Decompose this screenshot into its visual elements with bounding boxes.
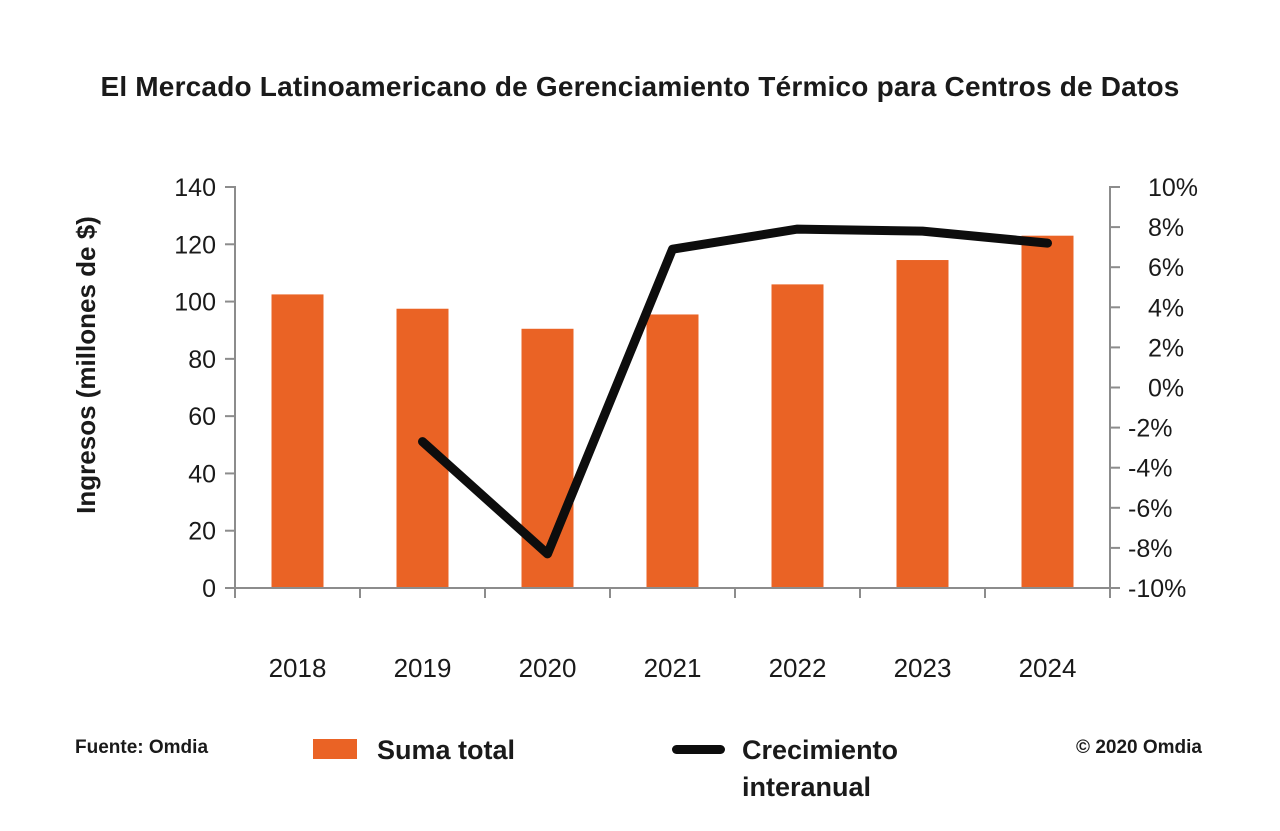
legend-label-suma-total: Suma total <box>377 735 516 765</box>
right-axis-tick-label: 6% <box>1148 254 1184 282</box>
left-axis-tick-label: 120 <box>174 231 216 259</box>
right-axis-tick-label: 0% <box>1148 375 1184 403</box>
x-axis-label-2020: 2020 <box>519 653 577 683</box>
x-axis-label-2019: 2019 <box>394 653 452 683</box>
right-axis-tick-label: -4% <box>1128 455 1172 483</box>
source-note: Fuente: Omdia <box>75 737 209 758</box>
left-axis-tick-label: 80 <box>188 346 216 374</box>
right-axis-tick-label: -6% <box>1128 495 1172 523</box>
x-axis-label-2022: 2022 <box>769 653 827 683</box>
bar-2023 <box>896 260 949 588</box>
left-axis-tick-label: 0 <box>202 575 216 603</box>
right-axis-tick-label: 8% <box>1148 214 1184 242</box>
left-axis-tick-label: 100 <box>174 289 216 317</box>
y-axis-title: Ingresos (millones de $) <box>71 216 101 514</box>
legend-item-crecimiento: Crecimiento interanual <box>672 732 957 806</box>
bar-2021 <box>646 314 699 588</box>
line-legend-swatch <box>672 745 725 754</box>
left-axis-tick-label: 20 <box>188 518 216 546</box>
x-axis-label-2024: 2024 <box>1019 653 1077 683</box>
bar-2022 <box>771 284 824 588</box>
right-axis-tick-label: 4% <box>1148 294 1184 322</box>
bar-legend-swatch <box>313 739 357 759</box>
right-axis-tick-label: 2% <box>1148 334 1184 362</box>
right-axis-tick-label: 10% <box>1148 174 1198 202</box>
bar-2019 <box>396 308 449 588</box>
chart-title: El Mercado Latinoamericano de Gerenciami… <box>100 71 1180 102</box>
x-axis-label-2018: 2018 <box>269 653 327 683</box>
x-axis-label-2023: 2023 <box>894 653 952 683</box>
legend-label-crecimiento: Crecimiento interanual <box>742 735 899 802</box>
right-axis-tick-label: -10% <box>1128 575 1186 603</box>
copyright-note: © 2020 Omdia <box>1076 737 1202 758</box>
right-axis-tick-label: -2% <box>1128 415 1172 443</box>
bar-2018 <box>271 294 324 588</box>
bar-2024 <box>1021 235 1074 588</box>
right-axis-tick-label: -8% <box>1128 535 1172 563</box>
left-axis-tick-label: 140 <box>174 174 216 202</box>
x-axis-label-2021: 2021 <box>644 653 702 683</box>
left-axis-tick-label: 60 <box>188 403 216 431</box>
legend-item-suma-total: Suma total <box>313 732 515 769</box>
left-axis-tick-label: 40 <box>188 460 216 488</box>
growth-line <box>418 224 1052 559</box>
